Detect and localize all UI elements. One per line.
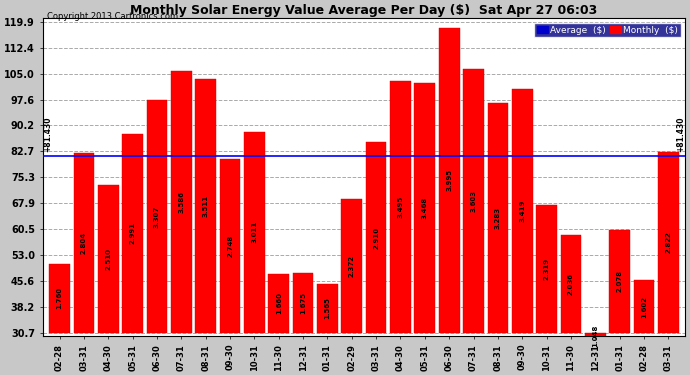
Bar <box>219 159 240 333</box>
Bar <box>609 230 630 333</box>
Text: 1.602: 1.602 <box>641 296 647 318</box>
Bar <box>390 81 411 333</box>
Bar <box>512 88 533 333</box>
Bar <box>74 153 95 333</box>
Bar <box>293 273 313 333</box>
Text: +81.430: +81.430 <box>676 117 685 152</box>
Text: 3.495: 3.495 <box>397 195 404 218</box>
Text: 2.991: 2.991 <box>130 222 136 244</box>
Text: 2.748: 2.748 <box>227 235 233 257</box>
Bar <box>268 274 289 333</box>
Text: 3.283: 3.283 <box>495 207 501 229</box>
Bar <box>49 264 70 333</box>
Bar <box>317 284 338 333</box>
Text: 2.036: 2.036 <box>568 273 574 295</box>
Text: 3.419: 3.419 <box>520 200 525 222</box>
Text: 3.307: 3.307 <box>154 206 160 228</box>
Text: 2.822: 2.822 <box>665 231 671 253</box>
Bar <box>244 132 265 333</box>
Bar <box>658 152 679 333</box>
Title: Monthly Solar Energy Value Average Per Day ($)  Sat Apr 27 06:03: Monthly Solar Energy Value Average Per D… <box>130 4 598 17</box>
Bar <box>415 84 435 333</box>
Text: +81.430: +81.430 <box>43 117 52 152</box>
Text: 1.760: 1.760 <box>57 287 63 309</box>
Text: 1.565: 1.565 <box>324 297 331 320</box>
Bar <box>147 100 168 333</box>
Text: Copyright 2013 Cartronics.com: Copyright 2013 Cartronics.com <box>48 12 179 21</box>
Text: 3.995: 3.995 <box>446 169 452 191</box>
Text: 2.510: 2.510 <box>106 248 111 270</box>
Bar <box>439 28 460 333</box>
Bar <box>366 142 386 333</box>
Bar <box>342 199 362 333</box>
Text: 3.586: 3.586 <box>178 191 184 213</box>
Bar <box>536 205 557 333</box>
Bar <box>195 79 216 333</box>
Text: 2.319: 2.319 <box>544 258 550 280</box>
Bar <box>633 280 654 333</box>
Bar <box>122 134 143 333</box>
Text: 3.603: 3.603 <box>471 190 477 212</box>
Text: 2.804: 2.804 <box>81 232 87 254</box>
Text: 3.511: 3.511 <box>203 195 208 217</box>
Text: 3.468: 3.468 <box>422 197 428 219</box>
Bar <box>560 234 581 333</box>
Bar <box>463 69 484 333</box>
Bar <box>488 103 509 333</box>
Text: 2.910: 2.910 <box>373 226 379 249</box>
Text: 2.372: 2.372 <box>349 255 355 277</box>
Text: 1.660: 1.660 <box>276 292 282 315</box>
Bar <box>585 333 606 339</box>
Text: 1.048: 1.048 <box>592 324 598 347</box>
Legend: Average  ($), Monthly  ($): Average ($), Monthly ($) <box>534 23 681 37</box>
Bar <box>98 184 119 333</box>
Bar <box>171 71 192 333</box>
Text: 1.675: 1.675 <box>300 292 306 314</box>
Text: 3.011: 3.011 <box>251 221 257 243</box>
Text: 2.078: 2.078 <box>617 270 622 292</box>
